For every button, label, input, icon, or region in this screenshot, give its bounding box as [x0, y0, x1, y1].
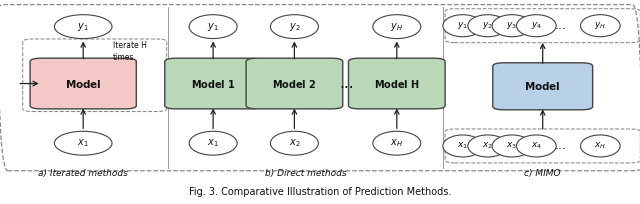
Ellipse shape	[468, 15, 508, 37]
Text: $x_{H}$: $x_{H}$	[594, 141, 607, 151]
Text: $y_{2}$: $y_{2}$	[482, 20, 493, 31]
FancyBboxPatch shape	[165, 58, 262, 109]
Text: $y_{4}$: $y_{4}$	[531, 20, 542, 31]
Text: $y_1$: $y_1$	[77, 21, 89, 33]
Text: $\bf{Model\ 1}$: $\bf{Model\ 1}$	[191, 78, 236, 90]
Text: $x_{1}$: $x_{1}$	[207, 137, 219, 149]
Text: ...: ...	[340, 76, 354, 91]
Text: $x_{1}$: $x_{1}$	[457, 141, 468, 151]
Ellipse shape	[372, 15, 421, 39]
Text: $y_{3}$: $y_{3}$	[506, 20, 518, 31]
FancyBboxPatch shape	[30, 58, 136, 109]
Text: a) Iterated methods: a) Iterated methods	[38, 169, 128, 178]
FancyBboxPatch shape	[246, 58, 343, 109]
Text: $\bf{Model\ 2}$: $\bf{Model\ 2}$	[272, 78, 317, 90]
Text: $x_1$: $x_1$	[77, 137, 89, 149]
Text: $y_{H}$: $y_{H}$	[390, 21, 403, 33]
Ellipse shape	[443, 135, 483, 157]
Ellipse shape	[468, 135, 508, 157]
Text: $x_{4}$: $x_{4}$	[531, 141, 542, 151]
Text: Iterate H
times: Iterate H times	[113, 41, 147, 62]
Text: b) Direct methods: b) Direct methods	[265, 169, 347, 178]
Ellipse shape	[443, 15, 483, 37]
Ellipse shape	[271, 15, 319, 39]
Text: $\bf{Model\ H}$: $\bf{Model\ H}$	[374, 78, 420, 90]
Text: ...: ...	[555, 140, 566, 152]
Text: $y_{2}$: $y_{2}$	[289, 21, 300, 33]
FancyBboxPatch shape	[349, 58, 445, 109]
Ellipse shape	[580, 15, 620, 37]
Text: $x_{H}$: $x_{H}$	[390, 137, 403, 149]
Ellipse shape	[516, 135, 556, 157]
Ellipse shape	[189, 131, 237, 155]
Text: $y_{1}$: $y_{1}$	[207, 21, 219, 33]
Ellipse shape	[54, 15, 112, 39]
Text: $y_{H}$: $y_{H}$	[594, 20, 607, 31]
Text: $\bf{Model}$: $\bf{Model}$	[524, 80, 561, 92]
Ellipse shape	[580, 135, 620, 157]
Text: c) MIMO: c) MIMO	[524, 169, 561, 178]
Ellipse shape	[492, 135, 532, 157]
Text: $y_{1}$: $y_{1}$	[457, 20, 468, 31]
Ellipse shape	[372, 131, 421, 155]
Text: ...: ...	[555, 19, 566, 32]
Text: $x_{2}$: $x_{2}$	[289, 137, 300, 149]
Ellipse shape	[189, 15, 237, 39]
Text: $x_{2}$: $x_{2}$	[482, 141, 493, 151]
Text: $x_{3}$: $x_{3}$	[506, 141, 518, 151]
Ellipse shape	[492, 15, 532, 37]
Text: Fig. 3. Comparative Illustration of Prediction Methods.: Fig. 3. Comparative Illustration of Pred…	[189, 187, 451, 197]
Text: $\bf{Model}$: $\bf{Model}$	[65, 78, 102, 90]
FancyBboxPatch shape	[493, 63, 593, 110]
Ellipse shape	[271, 131, 319, 155]
Ellipse shape	[516, 15, 556, 37]
Ellipse shape	[54, 131, 112, 155]
